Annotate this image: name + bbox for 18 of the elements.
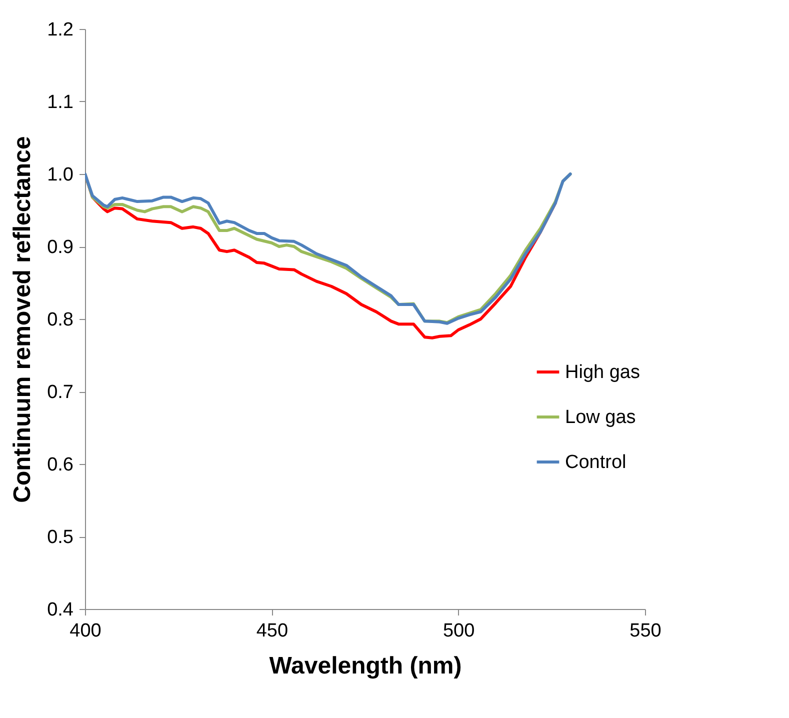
y-tick-label: 0.6 [47,454,74,476]
x-tick-label: 500 [442,620,475,642]
legend-label: Control [565,452,626,473]
y-tick-label: 1.0 [47,164,74,186]
x-tick-label: 450 [256,620,288,642]
y-axis-title: Continuum removed reflectance [9,136,36,503]
y-tick-label: 0.7 [47,382,74,403]
y-tick-label: 1.1 [47,92,74,113]
legend-label: High gas [565,362,640,383]
y-tick-label: 0.9 [47,237,74,258]
y-tick-label: 1.2 [47,20,74,40]
y-tick-label: 0.8 [47,310,74,330]
x-axis-title: Wavelength (nm) [269,652,462,680]
y-tick-label: 0.4 [47,600,74,620]
x-tick-label: 400 [70,620,102,642]
x-tick-label: 550 [630,620,662,642]
y-tick-label: 0.5 [47,527,74,548]
legend-label: Low gas [565,407,636,428]
